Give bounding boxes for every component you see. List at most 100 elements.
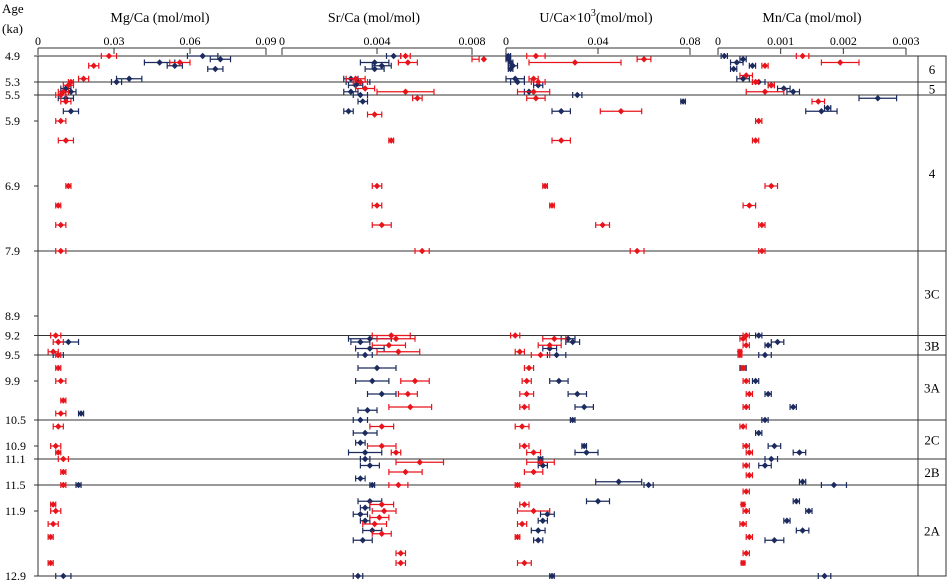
red-data-point [799, 52, 806, 60]
y-tick-label-13: 11.5 [5, 478, 26, 492]
red-data-point [512, 332, 519, 339]
red-data-point [404, 390, 412, 398]
blue-data-point [113, 78, 120, 86]
blue-data-point [761, 351, 769, 359]
zone-label-4: 4 [929, 166, 936, 181]
red-data-point [546, 342, 553, 349]
red-data-point [407, 403, 414, 411]
red-data-point [50, 501, 57, 508]
red-data-point [743, 550, 750, 557]
blue-data-point [790, 88, 797, 95]
blue-data-point [553, 351, 560, 359]
red-data-point [55, 449, 62, 456]
blue-data-point [761, 462, 769, 469]
blue-data-point [378, 390, 385, 398]
red-data-point [837, 59, 844, 66]
blue-data-point [574, 390, 581, 398]
blue-data-point [739, 56, 747, 63]
blue-data-point [217, 56, 224, 63]
red-data-point [640, 56, 648, 63]
blue-data-point [721, 52, 728, 60]
blue-data-point [768, 455, 775, 463]
blue-data-point [730, 65, 737, 73]
blue-data-point [366, 345, 374, 352]
red-data-point [739, 501, 747, 508]
red-data-point [746, 202, 753, 209]
red-data-point [523, 377, 530, 385]
blue-data-point [361, 504, 369, 511]
blue-data-point [761, 416, 769, 424]
red-data-point [743, 403, 750, 411]
blue-data-point [535, 527, 542, 534]
red-data-point [380, 507, 388, 515]
red-data-point [416, 459, 423, 466]
red-data-point [52, 507, 59, 515]
red-data-point [378, 423, 385, 430]
blue-data-point [369, 481, 376, 489]
y-tick-label-14: 11.9 [5, 504, 26, 518]
blue-data-point [583, 449, 590, 456]
red-data-point [743, 507, 750, 515]
blue-data-point [361, 517, 369, 524]
blue-data-point [65, 338, 72, 346]
blue-data-point [764, 342, 772, 349]
red-data-point [548, 202, 556, 209]
red-data-point [57, 117, 64, 125]
chart-body: 6 5 4 3C 3B 3A 2C 2B 2A 4.9 5.35.5 5.9 6.9 7.9 8.9 9.2 9… [5, 8, 947, 583]
x-tick-label: 0.09 [256, 34, 277, 48]
red-data-point [530, 507, 537, 515]
blue-data-point [799, 527, 806, 534]
blue-data-point [793, 498, 800, 505]
red-data-point [50, 520, 57, 528]
red-data-point [57, 91, 64, 99]
blue-data-point [790, 403, 797, 411]
blue-data-point [581, 442, 588, 450]
red-data-point [743, 72, 750, 79]
red-data-point [599, 221, 606, 229]
red-data-point [176, 59, 184, 66]
red-data-point [65, 182, 72, 190]
panel-title-2: U/Ca×103(mol/mol) [539, 8, 653, 26]
y-tick-label-15: 12.9 [5, 569, 26, 583]
red-data-point [746, 472, 753, 479]
blue-data-point [357, 416, 364, 424]
blue-data-point [361, 429, 369, 437]
red-data-point [47, 559, 54, 567]
plot-frame [37, 55, 947, 577]
red-data-point [480, 56, 488, 63]
blue-data-point [366, 335, 374, 342]
red-data-point [530, 88, 537, 95]
red-data-point [521, 403, 528, 411]
red-data-point [746, 449, 753, 456]
panel-title-superscript: 3 [591, 8, 596, 19]
blue-data-point [67, 108, 75, 115]
red-data-point [60, 455, 67, 463]
blue-data-point [539, 517, 546, 524]
panel-title-3: Mn/Ca (mol/mol) [762, 11, 862, 26]
red-data-point [55, 364, 62, 372]
red-data-point [551, 335, 558, 342]
red-data-point [57, 221, 64, 229]
red-data-point [62, 137, 70, 144]
red-data-point [518, 423, 526, 430]
blue-data-point [771, 442, 778, 450]
y-tick-label-9: 9.9 [5, 374, 20, 388]
blue-data-point [509, 62, 517, 69]
red-data-point [402, 468, 409, 476]
red-data-point [418, 247, 426, 255]
x-tick-label: 0.06 [180, 34, 201, 48]
x-tick-label: 0.04 [588, 34, 609, 48]
red-data-point [743, 462, 750, 469]
blue-data-point [805, 507, 813, 515]
blue-data-point [679, 98, 687, 105]
red-data-point [743, 377, 750, 385]
panel-title-1: Sr/Ca (mol/mol) [328, 11, 421, 26]
blue-data-point [361, 449, 369, 456]
red-data-point [388, 332, 395, 339]
red-data-point [516, 348, 523, 355]
red-data-point [371, 520, 378, 528]
red-data-point [105, 52, 113, 60]
panel-title-main: U/Ca×10 [539, 11, 590, 26]
red-data-point [758, 221, 766, 229]
blue-data-point [749, 62, 756, 69]
